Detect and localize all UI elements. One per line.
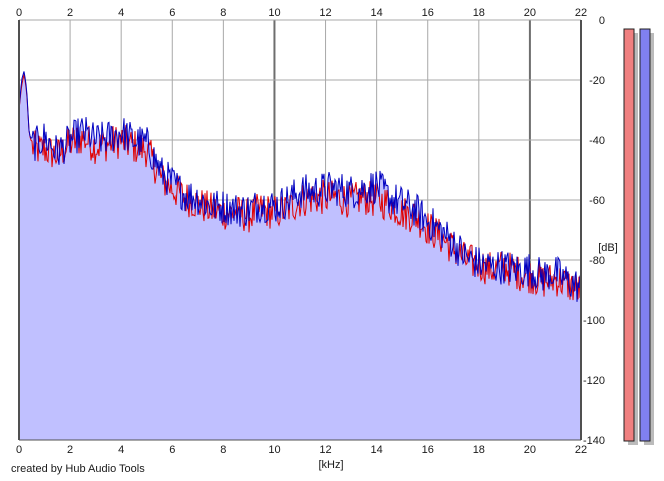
x-tick-label-top: 14 <box>371 7 383 19</box>
y-tick-label: -120 <box>583 375 605 387</box>
series-group <box>18 71 582 441</box>
x-tick-label-bottom: 4 <box>118 444 124 456</box>
x-tick-label-bottom: 14 <box>371 444 383 456</box>
y-axis-label: [dB] <box>598 242 618 254</box>
x-tick-label-bottom: 10 <box>268 444 280 456</box>
x-tick-label-bottom: 20 <box>524 444 536 456</box>
x-tick-label-top: 20 <box>524 7 536 19</box>
y-tick-label: -40 <box>589 135 605 147</box>
x-tick-label-top: 18 <box>473 7 485 19</box>
x-tick-label-bottom: 16 <box>422 444 434 456</box>
spectrum-fill <box>19 71 581 441</box>
x-tick-label-top: 16 <box>422 7 434 19</box>
x-tick-label-top: 4 <box>118 7 124 19</box>
y-tick-label: 0 <box>599 15 605 27</box>
y-tick-label: -100 <box>583 315 605 327</box>
x-tick-label-bottom: 6 <box>169 444 175 456</box>
right-level-meter <box>639 28 651 442</box>
x-tick-label-bottom: 22 <box>575 444 587 456</box>
x-axis-label: [kHz] <box>318 459 343 471</box>
x-tick-label-top: 8 <box>220 7 226 19</box>
right-channel-line <box>18 71 582 302</box>
x-tick-label-bottom: 2 <box>67 444 73 456</box>
x-tick-label-top: 12 <box>319 7 331 19</box>
y-tick-label: -20 <box>589 75 605 87</box>
x-tick-label-top: 10 <box>268 7 280 19</box>
x-tick-label-top: 0 <box>16 7 22 19</box>
x-tick-label-bottom: 0 <box>16 444 22 456</box>
y-tick-labels: 0 -20 -40 -60 -80 -100 -120 -140 <box>583 15 605 447</box>
y-tick-label: -140 <box>583 435 605 447</box>
x-tick-label-bottom: 12 <box>319 444 331 456</box>
level-meters <box>623 28 654 445</box>
x-tick-label-top: 2 <box>67 7 73 19</box>
y-tick-label: -80 <box>589 255 605 267</box>
x-tick-label-bottom: 8 <box>220 444 226 456</box>
x-tick-label-bottom: 18 <box>473 444 485 456</box>
axis-frame <box>18 20 582 441</box>
left-level-meter <box>623 28 635 442</box>
x-tick-labels-bottom: 0 2 4 6 8 10 12 14 16 18 20 22 <box>16 444 587 456</box>
x-tick-label-top: 6 <box>169 7 175 19</box>
y-tick-label: -60 <box>589 195 605 207</box>
x-tick-label-top: 22 <box>575 7 587 19</box>
credit-text: created by Hub Audio Tools <box>11 463 145 475</box>
x-tick-labels-top: 0 2 4 6 8 10 12 14 16 18 20 22 <box>16 7 587 19</box>
